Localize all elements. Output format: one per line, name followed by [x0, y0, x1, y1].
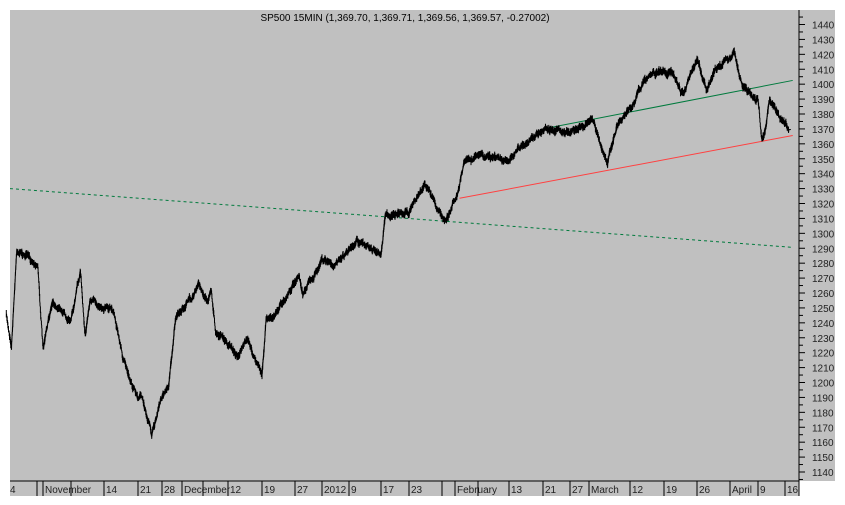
x-tick-label: 19: [666, 485, 678, 496]
x-tick-label: 26: [699, 485, 711, 496]
x-tick-label: 16: [787, 485, 799, 496]
x-tick-label: 17: [383, 485, 395, 496]
x-tick-label: April: [732, 485, 752, 496]
y-tick-label: 1440: [812, 21, 835, 32]
y-tick-label: 1370: [812, 125, 835, 136]
trendline-1: [9, 188, 793, 248]
x-tick-label: 28: [164, 485, 176, 496]
y-tick-label: 1410: [812, 65, 835, 76]
x-tick-label: 2012: [324, 485, 347, 496]
y-tick-label: 1310: [812, 214, 835, 225]
y-axis: 1140 1150 1160 1170 1180 1190 1200 1210 1220 1230…: [799, 16, 835, 480]
y-tick-label: 1140: [812, 468, 834, 479]
x-tick-label: 9: [351, 485, 357, 496]
y-tick-label: 1360: [812, 140, 835, 151]
y-tick-label: 1190: [812, 393, 834, 404]
y-tick-label: 1430: [812, 35, 835, 46]
x-axis-band: [10, 481, 799, 496]
y-tick-label: 1260: [812, 289, 835, 300]
y-tick-label: 1380: [812, 110, 835, 121]
x-tick-label: February: [457, 485, 497, 496]
x-axis: 4 November 14 21 28 December 12 19 27 2012 9 17 23 Fe…: [10, 481, 799, 496]
y-tick-label: 1340: [812, 170, 835, 181]
price-series: [5, 47, 791, 439]
y-tick-label: 1270: [812, 274, 835, 285]
y-tick-label: 1200: [812, 379, 835, 390]
x-tick-label: 13: [511, 485, 523, 496]
y-tick-label: 1150: [812, 453, 834, 464]
x-tick-label: 21: [545, 485, 557, 496]
x-tick-label: 21: [140, 485, 152, 496]
y-tick-label: 1220: [812, 349, 835, 360]
chart-title: SP500 15MIN (1,369.70, 1,369.71, 1,369.5…: [260, 13, 549, 24]
x-tick-label: March: [591, 485, 619, 496]
x-tick-label: 27: [297, 485, 309, 496]
y-tick-label: 1240: [812, 319, 835, 330]
y-tick-label: 1250: [812, 304, 835, 315]
plot-background: [10, 10, 835, 481]
y-tick-label: 1400: [812, 80, 835, 91]
y-tick-label: 1280: [812, 259, 835, 270]
y-tick-label: 1170: [812, 423, 834, 434]
x-tick-label: 4: [10, 485, 16, 496]
trendline-3: [459, 134, 793, 199]
y-tick-label: 1300: [812, 229, 835, 240]
y-tick-label: 1160: [812, 438, 834, 449]
y-tick-label: 1290: [812, 244, 835, 255]
y-tick-label: 1390: [812, 95, 835, 106]
x-tick-label: November: [45, 485, 92, 496]
y-tick-label: 1180: [812, 408, 834, 419]
x-tick-label: December: [184, 485, 231, 496]
y-tick-label: 1350: [812, 155, 835, 166]
x-tick-label: 19: [264, 485, 276, 496]
trendline-2: [542, 79, 793, 130]
x-tick-label: 23: [411, 485, 423, 496]
trendlines: [9, 79, 793, 248]
x-tick-label: 14: [106, 485, 118, 496]
price-line: [5, 47, 790, 439]
x-tick-label: 12: [632, 485, 644, 496]
x-tick-label: 9: [760, 485, 766, 496]
y-tick-label: 1330: [812, 185, 835, 196]
y-tick-label: 1230: [812, 334, 835, 345]
y-tick-label: 1420: [812, 50, 835, 61]
y-tick-label: 1210: [812, 364, 835, 375]
x-tick-label: 27: [572, 485, 584, 496]
x-tick-label: 12: [230, 485, 242, 496]
y-tick-label: 1320: [812, 200, 835, 211]
